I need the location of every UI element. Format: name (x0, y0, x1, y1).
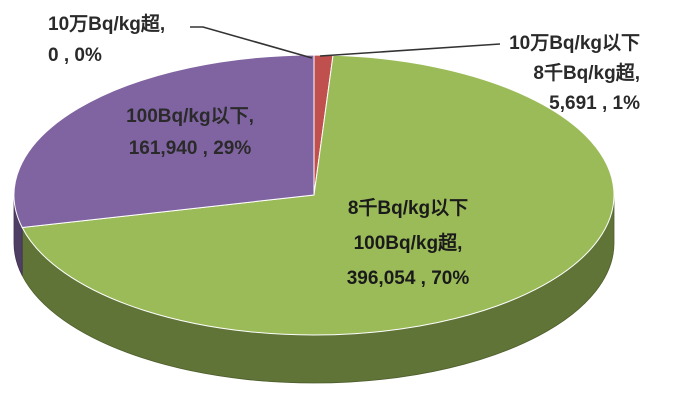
pie-slice (13, 54, 315, 229)
slice-label: 100Bq/kg以下, 161,940 , 29% (126, 105, 254, 159)
pie-top-faces (13, 54, 615, 336)
leader-line (319, 43, 501, 57)
slice-label: 10万Bq/kg超, 0 , 0% (48, 12, 165, 66)
slice-labels: 8千Bq/kg以下 100Bq/kg超, 396,054 , 70% 100Bq/kg… (48, 12, 640, 289)
leader-lines (190, 26, 501, 59)
pie-slice (21, 54, 615, 336)
slice-label: 10万Bq/kg以下 8千Bq/kg超, 5,691 , 1% (509, 32, 640, 114)
slice-label: 8千Bq/kg以下 100Bq/kg超, 396,054 , 70% (347, 197, 470, 289)
leader-line (190, 26, 313, 59)
